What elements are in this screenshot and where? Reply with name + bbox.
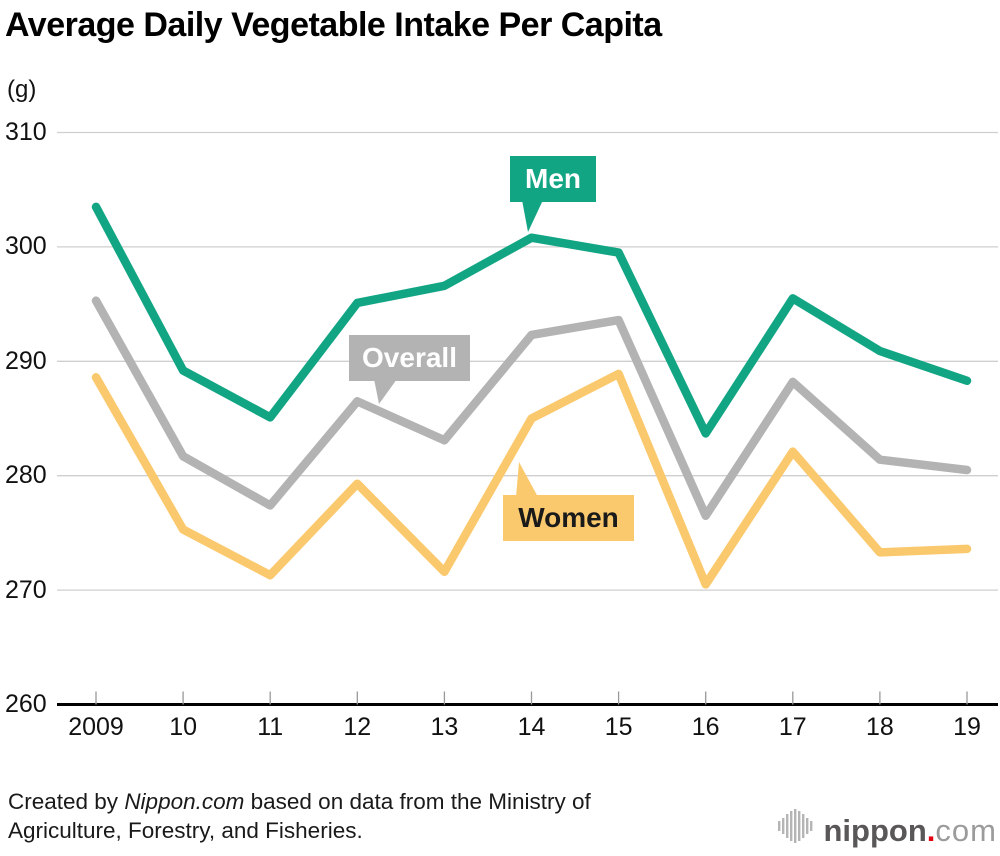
logo-wordmark-bold: nippon: [823, 813, 927, 848]
sound-wave-icon: [777, 809, 812, 843]
x-tick-label: 14: [517, 713, 546, 741]
x-tick-label: 15: [604, 713, 633, 741]
x-tick-label: 18: [865, 713, 894, 741]
y-tick-label: 290: [5, 346, 47, 375]
y-tick-label: 260: [5, 690, 47, 718]
source-credit-line1: Created by Nippon.com based on data from…: [8, 789, 591, 814]
axis-ticks: [95, 691, 968, 705]
sound-wave-bar: [777, 821, 780, 831]
source-credit-line2: Agriculture, Forestry, and Fisheries.: [8, 818, 363, 843]
sound-wave-bar: [781, 818, 784, 834]
sound-wave-bar: [801, 814, 804, 838]
men-callout-tail: [522, 200, 543, 232]
x-tick-label: 2009: [68, 713, 124, 741]
page-title: Average Daily Vegetable Intake Per Capit…: [5, 6, 662, 44]
sound-wave-bar: [797, 811, 800, 841]
source-credit: Created by Nippon.com based on data from…: [8, 787, 591, 845]
series-label-overall: Overall: [349, 335, 470, 381]
x-tick-label: 17: [778, 713, 807, 741]
overall-callout-tail: [374, 379, 397, 404]
x-tick-label: 13: [430, 713, 459, 741]
x-tick-label: 16: [691, 713, 720, 741]
y-tick-label: 310: [5, 118, 47, 146]
callout-tails: [374, 200, 543, 497]
series-line-overall: [91, 296, 972, 520]
x-tick-label: 12: [343, 713, 372, 741]
series-label-men-text: Men: [525, 163, 581, 194]
sound-wave-bar: [809, 821, 812, 831]
nippon-logo: nippon . com: [777, 806, 998, 849]
y-tick-label: 300: [5, 232, 47, 261]
series-label-men: Men: [510, 156, 596, 202]
series-label-women-text: Women: [518, 502, 619, 533]
x-tick-label: 10: [169, 713, 197, 741]
series-line-women: [91, 369, 972, 589]
y-tick-label: 280: [5, 461, 47, 490]
women-callout-tail: [516, 462, 538, 497]
sound-wave-bar: [793, 809, 796, 843]
x-tick-label: 11: [257, 713, 284, 741]
source-credit-publisher: Nippon.com: [124, 789, 245, 814]
series-line-men: [91, 202, 972, 438]
series-lines: [91, 202, 972, 589]
x-tick-label: 19: [953, 713, 981, 741]
y-axis-unit-label: (g): [7, 76, 37, 103]
logo-wordmark-light: com: [935, 813, 997, 848]
y-tick-label: 270: [5, 575, 47, 604]
logo-dot: .: [926, 813, 936, 848]
series-label-overall-text: Overall: [362, 342, 457, 373]
sound-wave-bar: [805, 818, 808, 834]
series-label-women: Women: [503, 495, 634, 541]
sound-wave-bar: [785, 814, 788, 838]
sound-wave-bar: [789, 811, 792, 841]
